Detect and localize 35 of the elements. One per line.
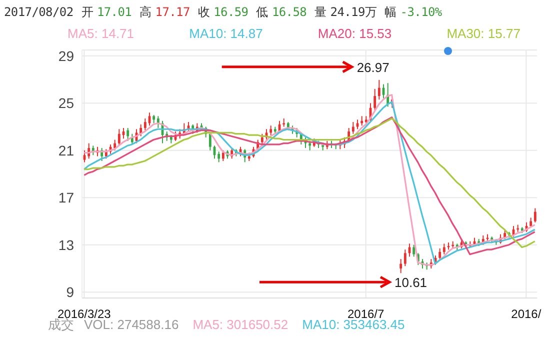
x-tick-label: 2016/: [511, 307, 542, 321]
candlestick: [144, 118, 146, 131]
candlestick: [352, 122, 354, 134]
candlestick: [412, 244, 416, 258]
chart-title: 2017/08/02 开 17.01 高 17.17 收 16.59 低 16.58 量 24.19万 幅 -3.10%: [4, 5, 442, 19]
text: MA30: 15.77: [446, 26, 520, 41]
candlestick: [260, 133, 264, 145]
candlestick: [438, 248, 442, 261]
candlestick: [126, 127, 130, 142]
candlestick: [442, 243, 446, 255]
candlestick: [400, 258, 402, 274]
candlestick: [378, 79, 380, 100]
annotation: 26.97: [356, 60, 390, 75]
candlestick: [218, 151, 220, 163]
candlestick: [222, 150, 224, 162]
candlestick: [114, 139, 116, 151]
candlestick: [356, 119, 359, 130]
candlestick: [118, 128, 120, 146]
y-tick-label: 9: [66, 284, 74, 300]
y-tick-label: 29: [58, 48, 74, 64]
candlestick: [156, 116, 160, 128]
y-tick-label: 25: [58, 95, 74, 112]
y-tick-label: 17: [58, 190, 74, 206]
candlestick: [534, 208, 536, 223]
candlestick: [374, 88, 376, 111]
text: VOL: 274588.16: [84, 317, 179, 332]
text: MA20: 15.53: [318, 26, 392, 41]
candlestick: [270, 125, 272, 136]
text: MA5: 301650.52: [192, 317, 288, 332]
text: MA5: 14.71: [68, 26, 134, 41]
y-tick-label: 13: [58, 236, 74, 253]
candlestick: [404, 249, 406, 267]
text: MA10: 14.87: [189, 26, 263, 41]
annotation: 10.61: [394, 275, 428, 290]
y-tick-label: 21: [58, 142, 74, 158]
